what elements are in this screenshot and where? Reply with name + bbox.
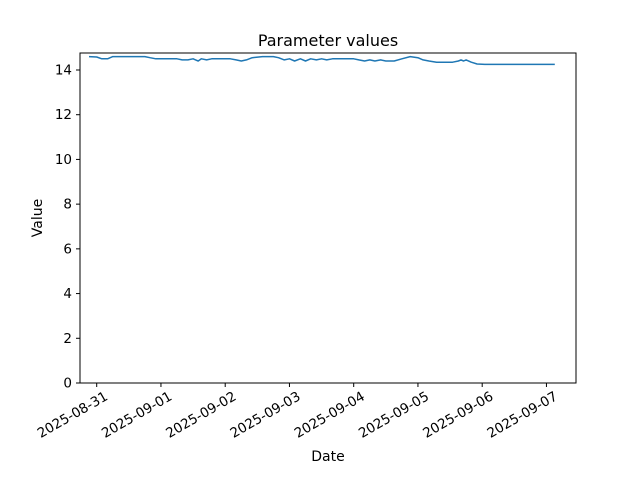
y-tick-label: 4 bbox=[63, 286, 72, 302]
y-axis-label: Value bbox=[30, 198, 46, 238]
y-tick-label: 14 bbox=[55, 62, 72, 78]
y-tick-label: 8 bbox=[63, 197, 72, 213]
x-tick-label: 2025-09-04 bbox=[292, 389, 368, 442]
y-tick-label: 12 bbox=[55, 107, 72, 123]
y-tick-label: 10 bbox=[55, 152, 72, 168]
y-tick-label: 2 bbox=[63, 331, 72, 347]
x-tick-label: 2025-09-03 bbox=[227, 389, 303, 442]
plot-spines bbox=[79, 52, 577, 384]
chart-title: Parameter values bbox=[257, 31, 399, 50]
x-tick-label: 2025-09-05 bbox=[356, 389, 432, 442]
y-tick-label: 0 bbox=[63, 376, 72, 392]
x-tick-label: 2025-09-07 bbox=[484, 389, 560, 442]
x-tick-label: 2025-08-31 bbox=[35, 389, 111, 442]
x-tick-label: 2025-09-02 bbox=[163, 389, 239, 442]
x-tick-label: 2025-09-06 bbox=[420, 389, 496, 442]
x-axis-label: Date bbox=[311, 449, 345, 465]
y-tick-label: 6 bbox=[63, 241, 72, 257]
series-line bbox=[88, 55, 555, 66]
x-tick-label: 2025-09-01 bbox=[99, 389, 175, 442]
